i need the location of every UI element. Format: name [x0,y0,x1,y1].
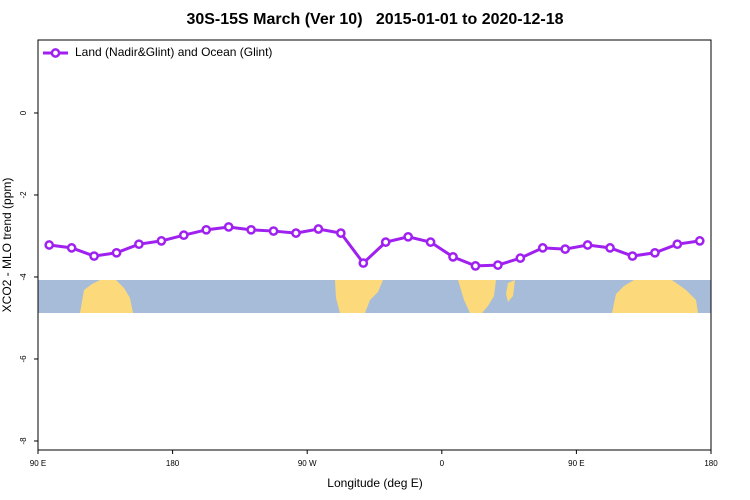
point [425,237,436,247]
chart-title: 30S-15S March (Ver 10) 2015-01-01 to 202… [186,11,563,28]
point [627,251,638,261]
point [313,224,324,234]
land [506,280,515,302]
point [560,244,571,254]
land [458,280,496,313]
point [537,243,548,253]
point [515,253,526,263]
legend-label: Land (Nadir&Glint) and Ocean (Glint) [75,45,272,59]
land [612,280,698,313]
y-tick-label: -4 [19,273,28,281]
point [66,243,77,253]
point [44,240,55,250]
point [156,236,167,246]
point [582,240,593,250]
point [89,251,99,261]
point [448,252,458,262]
point [246,224,256,235]
x-tick-label: 180 [166,459,180,468]
y-axis-label: XCO2 - MLO trend (ppm) [0,178,14,313]
point [470,261,481,271]
x-tick-label: 90 E [568,459,584,468]
point [493,260,503,270]
point [694,236,705,246]
point [358,258,369,268]
point [223,222,234,232]
point [403,231,413,242]
point [380,237,391,247]
x-tick-label: 90 W [298,459,317,468]
point [672,239,683,250]
land [80,280,133,313]
x-tick-label: 0 [440,459,445,468]
map-strip [38,280,711,313]
y-tick-label: -8 [19,437,28,445]
y-tick-label: 0 [19,110,28,115]
point [605,243,615,253]
plot-frame [37,39,712,451]
point [291,228,301,238]
point [336,228,346,238]
point [201,224,212,235]
point [650,247,660,258]
x-tick-label: 180 [704,459,718,468]
land [335,280,383,313]
y-tick-label: -6 [19,355,28,363]
point [268,226,279,236]
x-tick-label: 90 E [30,459,46,468]
point [111,247,122,258]
series-line [49,225,701,268]
legend-marker [50,48,61,58]
x-axis-label: Longitude (deg E) [327,476,422,490]
point [134,239,144,250]
point [178,230,189,241]
y-tick-label: -2 [19,191,28,199]
